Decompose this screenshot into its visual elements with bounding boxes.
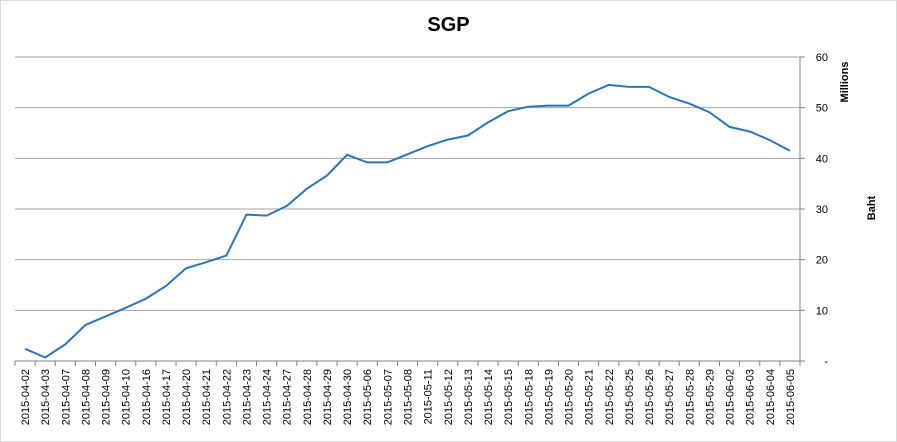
x-tick-label: 2015-05-28 [684, 369, 696, 425]
x-tick-label: 2015-05-15 [503, 369, 515, 425]
x-tick-label: 2015-04-29 [322, 369, 334, 425]
x-tick-label: 2015-05-29 [704, 369, 716, 425]
series-line [24, 83, 791, 359]
x-tick-label: 2015-06-02 [725, 369, 737, 425]
x-tick-label: 2015-05-21 [584, 369, 596, 425]
y-axis-unit-label: Millions [839, 62, 851, 103]
x-tick-label: 2015-05-12 [443, 369, 455, 425]
x-tick-label: 2015-04-16 [141, 369, 153, 425]
x-tick-label: 2015-05-06 [362, 369, 374, 425]
y-tick-labels: - 10 20 30 40 50 60 [816, 52, 829, 368]
x-tick-label: 2015-04-09 [101, 369, 113, 425]
x-tick-label: 2015-04-28 [302, 369, 314, 425]
x-tick-label: 2015-05-13 [463, 369, 475, 425]
y-tick-label: 30 [816, 204, 828, 216]
x-tick-label: 2015-04-27 [282, 369, 294, 425]
x-tick-label: 2015-05-22 [604, 369, 616, 425]
gridlines [15, 56, 800, 311]
x-tick-label: 2015-04-10 [121, 369, 133, 425]
chart-title: SGP [427, 14, 470, 36]
y-tick-label: 40 [816, 153, 828, 165]
x-tick-label: 2015-06-05 [785, 369, 797, 425]
y-tick-label: - [824, 356, 828, 368]
x-tick-label: 2015-04-23 [241, 369, 253, 425]
x-tick-label: 2015-05-19 [543, 369, 555, 425]
x-tick-label: 2015-04-17 [161, 369, 173, 425]
x-tick-label: 2015-04-24 [262, 369, 274, 425]
x-tick-label: 2015-05-20 [564, 369, 576, 425]
x-tick-label: 2015-06-03 [745, 369, 757, 425]
x-tick-label: 2015-04-02 [20, 369, 32, 425]
x-tick-label: 2015-05-08 [403, 369, 415, 425]
x-tick-label: 2015-05-25 [624, 369, 636, 425]
x-tick-label: 2015-05-14 [483, 369, 495, 425]
x-tick-label: 2015-04-03 [40, 369, 52, 425]
y-tick-label: 50 [816, 103, 828, 115]
x-tick-label: 2015-04-20 [181, 369, 193, 425]
y-tick-label: 60 [816, 52, 828, 64]
axes [14, 56, 805, 366]
x-tick-label: 2015-05-27 [664, 369, 676, 425]
x-tick-label: 2015-04-22 [221, 369, 233, 425]
x-tick-label: 2015-04-08 [80, 369, 92, 425]
x-tick-label: 2015-05-11 [423, 369, 435, 424]
x-tick-label: 2015-04-30 [342, 369, 354, 425]
y-tick-label: 10 [816, 305, 828, 317]
x-tick-labels: 2015-04-02 2015-04-03 2015-04-07 2015-04-08… [20, 369, 797, 425]
x-tick-label: 2015-05-26 [644, 369, 656, 425]
y-tick-label: 20 [816, 255, 828, 267]
x-tick-label: 2015-06-04 [765, 369, 777, 425]
x-tick-label: 2015-05-18 [523, 369, 535, 425]
x-tick-label: 2015-04-21 [201, 369, 213, 425]
y-axis-title: Baht [866, 195, 878, 220]
x-tick-label: 2015-04-07 [60, 369, 72, 425]
x-tick-label: 2015-05-07 [382, 369, 394, 425]
